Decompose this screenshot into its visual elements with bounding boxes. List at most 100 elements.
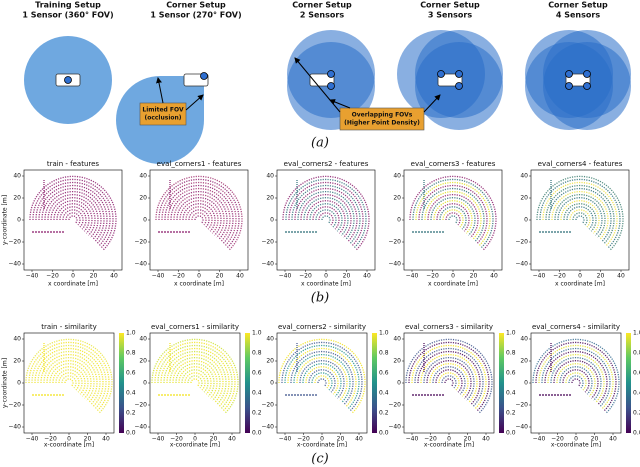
- sensor: [200, 72, 208, 80]
- scan-ring: [442, 209, 464, 228]
- sensor: [455, 70, 463, 78]
- y-tick-label: −20: [261, 402, 274, 409]
- diagram-title: Corner Setup: [292, 1, 352, 10]
- diagram-subtitle: 4 Sensors: [556, 11, 600, 20]
- scan-ring: [282, 175, 370, 251]
- x-tick-label: 0: [320, 436, 324, 443]
- scan-ring: [542, 181, 618, 247]
- x-tick-label: −40: [152, 273, 165, 280]
- y-tick-label: 20: [13, 358, 21, 365]
- y-tick-label: 0: [143, 380, 147, 387]
- scan-ring: [160, 347, 230, 408]
- scan-ring: [302, 363, 342, 397]
- y-tick-label: 40: [266, 336, 274, 343]
- scan-ring: [448, 215, 458, 224]
- y-tick-label: 40: [13, 336, 21, 343]
- x-tick-label: 20: [216, 273, 224, 280]
- scan-ring: [44, 191, 102, 241]
- y-tick-label: 40: [266, 173, 274, 180]
- panel-label: (c): [311, 452, 328, 467]
- colorbar-tick-label: 0.0: [633, 430, 640, 437]
- colorbar-tick-label: 0.8: [633, 350, 640, 357]
- y-tick-label: 0: [397, 380, 401, 387]
- x-tick-label: 40: [228, 436, 236, 443]
- x-tick-label: −20: [170, 436, 183, 443]
- colorbar-tick-label: 0.4: [379, 390, 389, 397]
- scan-ring: [541, 347, 611, 408]
- diagram-title: Corner Setup: [420, 1, 480, 10]
- colorbar-tick-label: 0.8: [252, 350, 262, 357]
- scan-ring: [441, 375, 457, 389]
- y-tick-label: −40: [8, 261, 21, 268]
- x-tick-label: 40: [110, 273, 118, 280]
- x-tick-label: −40: [26, 273, 39, 280]
- annotation: (Higher Point Density): [344, 120, 420, 127]
- scan-ring: [58, 372, 80, 391]
- scan-ring: [155, 175, 243, 251]
- annotation-box: [339, 107, 425, 131]
- scan-ring: [303, 197, 349, 236]
- scan-ring: [300, 194, 352, 238]
- y-tick-label: −20: [261, 239, 274, 246]
- scan-ring: [64, 378, 74, 387]
- scan-ring: [420, 354, 478, 404]
- plot-title: eval_corners3 - features: [411, 160, 496, 168]
- scan-ring: [173, 194, 225, 238]
- scan-ring: [556, 363, 596, 397]
- scan-ring: [285, 178, 367, 249]
- colorbar: [372, 333, 377, 433]
- colorbar-tick-label: 1.0: [506, 330, 516, 337]
- point-cloud: [278, 338, 366, 414]
- scan-ring: [438, 372, 460, 391]
- scan-ring: [172, 360, 218, 399]
- scan-ring: [47, 194, 99, 238]
- sensor: [455, 82, 463, 90]
- x-axis-label: x-coordinate [m]: [170, 442, 220, 449]
- scan-ring: [185, 206, 213, 230]
- annotation: Limited FOV: [142, 107, 184, 114]
- x-tick-label: 0: [451, 273, 455, 280]
- scan-ring: [548, 187, 612, 243]
- y-tick-label: 20: [393, 358, 401, 365]
- y-tick-label: 0: [524, 217, 528, 224]
- x-axis-label: x-coordinate [m]: [44, 442, 94, 449]
- colorbar-tick-label: 0.6: [379, 370, 389, 377]
- scan-ring: [169, 357, 221, 401]
- scan-ring: [31, 344, 107, 410]
- scan-ring: [55, 369, 83, 393]
- colorbar-tick-label: 0.8: [506, 350, 516, 357]
- colorbar-tick-label: 0.4: [252, 390, 262, 397]
- colorbar-tick-label: 1.0: [252, 330, 262, 337]
- plot-title: eval_corners3 - similarity: [405, 323, 493, 331]
- scan-ring: [545, 184, 615, 245]
- scan-ring: [551, 191, 609, 241]
- x-tick-label: 0: [71, 273, 75, 280]
- y-tick-label: 0: [17, 217, 21, 224]
- y-tick-label: 40: [520, 336, 528, 343]
- scan-ring: [37, 350, 101, 406]
- scan-ring: [444, 378, 454, 387]
- scan-ring: [182, 203, 216, 232]
- scan-ring: [427, 194, 479, 238]
- scan-ring: [175, 363, 215, 397]
- x-axis-label: x coordinate [m]: [174, 281, 224, 288]
- scan-ring: [566, 206, 594, 230]
- y-tick-label: −40: [8, 424, 21, 431]
- scan-ring: [187, 375, 203, 389]
- colorbar-tick-label: 0.6: [506, 370, 516, 377]
- scan-ring: [49, 363, 89, 397]
- scan-ring: [429, 363, 469, 397]
- x-tick-label: 20: [343, 273, 351, 280]
- scan-ring: [278, 338, 366, 414]
- y-tick-label: −20: [515, 402, 528, 409]
- sensor: [437, 70, 445, 78]
- x-tick-label: 20: [597, 273, 605, 280]
- plot-title: eval_corners2 - features: [284, 160, 369, 168]
- colorbar-tick-label: 0.0: [379, 430, 389, 437]
- scan-ring: [296, 357, 348, 401]
- point-cloud: [155, 175, 243, 251]
- scan-ring: [430, 197, 476, 236]
- scan-ring: [287, 347, 357, 408]
- y-tick-label: 40: [13, 173, 21, 180]
- annotation: (occlusion): [144, 115, 181, 122]
